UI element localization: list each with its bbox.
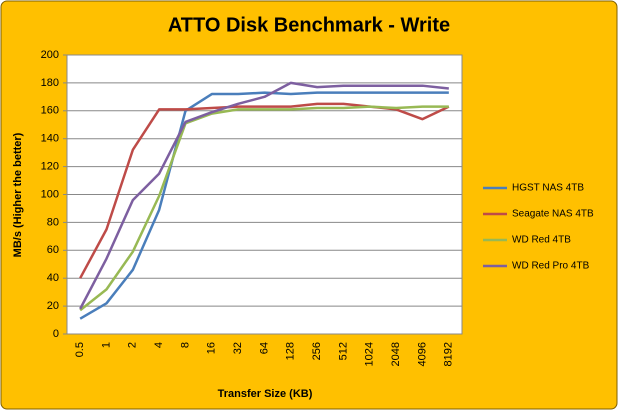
series-line [79, 81, 449, 310]
x-tick-label: 128 [285, 342, 297, 360]
y-tick-label: 40 [47, 272, 59, 284]
y-tick-label: 80 [47, 216, 59, 228]
x-tick-label: 16 [206, 342, 218, 354]
y-tick-label: 200 [41, 49, 59, 61]
x-tick-label: 8192 [443, 342, 455, 366]
legend-label: WD Red Pro 4TB [512, 261, 590, 272]
legend-label: WD Red 4TB [512, 235, 571, 246]
chart-title: ATTO Disk Benchmark - Write [168, 14, 450, 36]
x-tick-label: 2 [127, 342, 139, 348]
y-tick-label: 180 [41, 77, 59, 89]
y-axis-label: MB/s (Higher the better) [12, 132, 24, 257]
legend-label: HGST NAS 4TB [512, 183, 584, 194]
y-tick-label: 120 [41, 161, 59, 173]
x-tick-label: 256 [311, 342, 323, 360]
x-axis-label: Transfer Size (KB) [218, 388, 313, 400]
series-line [79, 105, 449, 312]
y-tick-label: 100 [41, 188, 59, 200]
x-tick-label: 512 [337, 342, 349, 360]
x-tick-label: 64 [258, 342, 270, 354]
y-tick-label: 20 [47, 300, 59, 312]
y-tick-label: 60 [47, 244, 59, 256]
legend-label: Seagate NAS 4TB [512, 209, 594, 220]
x-tick-label: 4 [153, 342, 165, 348]
x-tick-label: 8 [179, 342, 191, 348]
x-tick-label: 4096 [416, 342, 428, 366]
x-tick-label: 2048 [390, 342, 402, 366]
y-tick-label: 0 [53, 328, 59, 340]
y-tick-label: 140 [41, 133, 59, 145]
y-tick-label: 160 [41, 105, 59, 117]
x-tick-label: 0.5 [74, 342, 86, 357]
x-tick-label: 1024 [364, 342, 376, 366]
x-tick-label: 32 [232, 342, 244, 354]
x-tick-label: 1 [100, 342, 112, 348]
series-line [79, 91, 449, 320]
